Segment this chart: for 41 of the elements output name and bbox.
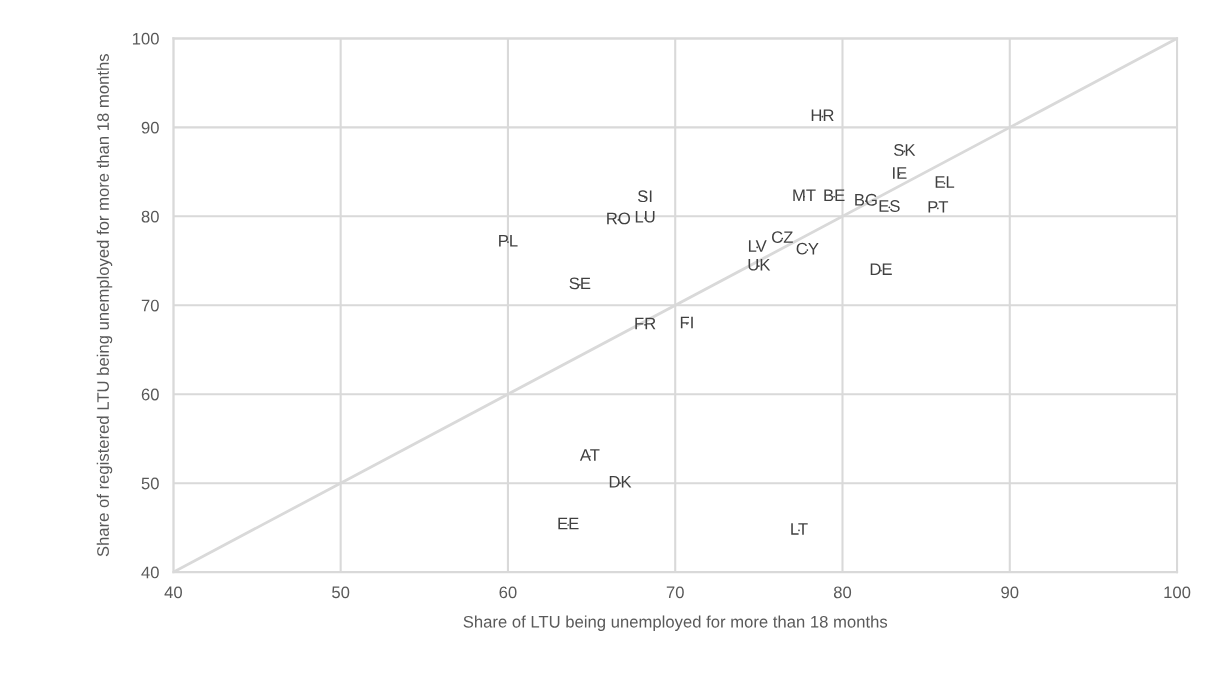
data-label: FI — [680, 316, 693, 329]
x-tick-label: 90 — [1001, 586, 1019, 599]
data-label: RO — [607, 212, 631, 225]
x-tick-label: 50 — [332, 586, 350, 599]
data-label: ES — [879, 200, 900, 212]
x-tick-label: 70 — [666, 586, 684, 599]
data-label: PL — [499, 234, 518, 247]
x-tick-label: 40 — [164, 586, 182, 599]
x-tick-label: 100 — [1164, 586, 1191, 599]
data-label: SI — [637, 190, 652, 203]
x-axis-title: Share of LTU being unemployed for more than 18 months — [463, 615, 888, 631]
data-label: BE — [824, 189, 845, 202]
y-tick-label: 60 — [141, 388, 159, 401]
data-label: EL — [935, 176, 955, 188]
data-label: IE — [893, 167, 907, 179]
data-label: HR — [811, 109, 834, 121]
data-label: CY — [796, 242, 819, 255]
y-tick-label: 70 — [141, 299, 159, 312]
y-tick-label: 40 — [141, 566, 159, 579]
data-label: SE — [569, 277, 591, 290]
y-tick-label: 100 — [132, 32, 159, 45]
x-tick-label: 60 — [499, 586, 517, 599]
x-tick-label: 80 — [833, 586, 852, 599]
data-label: DE — [870, 263, 892, 275]
data-label: FR — [635, 317, 656, 330]
data-label: CZ — [772, 231, 793, 244]
data-label: EE — [558, 517, 579, 530]
y-tick-label: 50 — [141, 477, 159, 490]
data-label: DK — [609, 476, 632, 488]
data-label: MT — [793, 189, 816, 202]
data-label: LV — [748, 240, 767, 252]
data-label: LU — [635, 210, 655, 223]
y-tick-label: 90 — [141, 121, 159, 134]
data-label: UK — [748, 258, 771, 271]
y-axis-title: Share of registered LTU being unemployed for more than 18 months — [96, 54, 113, 557]
data-label: SK — [894, 144, 916, 156]
data-label: LT — [791, 523, 808, 535]
data-label: AT — [579, 449, 600, 461]
y-tick-label: 80 — [141, 210, 159, 223]
data-label: BG — [855, 193, 877, 206]
data-label: PT — [928, 201, 949, 213]
